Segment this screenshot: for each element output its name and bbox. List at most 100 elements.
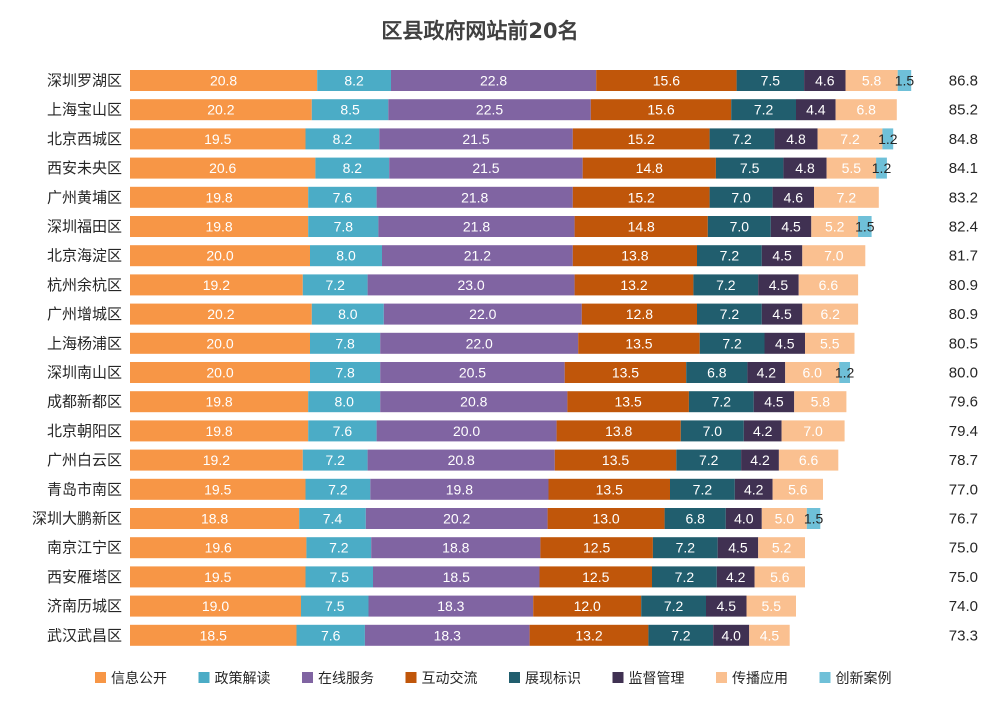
- bar-segment: [548, 478, 670, 500]
- bar-segment: [305, 128, 380, 150]
- bar-value-label: 7.2: [837, 189, 857, 205]
- bar-segment: [716, 566, 755, 588]
- bar-value-label: 13.8: [621, 248, 648, 264]
- bar-value-label: 7.2: [671, 627, 691, 643]
- bar-segment: [308, 186, 377, 208]
- bar-value-label: 13.2: [575, 627, 602, 643]
- bar-segment: [581, 303, 697, 325]
- bar-value-label: 4.2: [750, 452, 770, 468]
- bar-segment: [680, 420, 744, 442]
- bar-value-label: 7.2: [676, 540, 696, 556]
- bar-segment: [389, 157, 583, 179]
- bar-segment: [382, 245, 573, 267]
- bar-value-label: 7.2: [329, 540, 349, 556]
- bar-row: 青岛市南区 19.5 7.2 19.8 13.5 7.2 4.2 5.6 77.0: [47, 478, 978, 500]
- bar-segment: [845, 70, 898, 91]
- bar-value-label: 7.2: [722, 335, 742, 351]
- bar-value-label: 21.5: [472, 160, 499, 176]
- bar-segment: [306, 537, 372, 559]
- bar-segment: [758, 274, 799, 296]
- bar-value-label: 13.0: [592, 511, 619, 527]
- bar-value-label: 7.2: [754, 102, 774, 118]
- bar-segment: [315, 157, 390, 179]
- bar-segment: [806, 508, 821, 529]
- bar-value-label: 19.5: [204, 569, 231, 585]
- bars-group: 深圳罗湖区 20.8 8.2 22.8 15.6 7.5 4.6 5.8 1.5 86.8 上海宝山…: [32, 70, 978, 646]
- category-label: 广州增城区: [47, 305, 122, 323]
- bar-segment: [130, 420, 309, 442]
- total-label: 80.0: [949, 365, 978, 382]
- bar-value-label: 13.2: [620, 277, 647, 293]
- legend-label: 信息公开: [111, 670, 167, 687]
- bar-value-label: 20.0: [453, 423, 480, 439]
- bar-value-label: 13.5: [602, 452, 629, 468]
- bar-value-label: 1.5: [895, 73, 915, 89]
- bar-segment: [130, 537, 307, 559]
- legend-label: 传播应用: [732, 670, 788, 687]
- category-label: 上海杨浦区: [47, 334, 122, 352]
- bar-row: 南京江宁区 19.6 7.2 18.8 12.5 7.2 4.5 5.2 75.0: [47, 537, 978, 559]
- bar-segment: [365, 508, 548, 529]
- bar-value-label: 21.5: [462, 131, 489, 147]
- bar-value-label: 4.2: [757, 365, 777, 381]
- bar-value-label: 1.2: [872, 160, 892, 176]
- legend-swatch: [198, 672, 210, 683]
- bar-value-label: 7.0: [703, 423, 723, 439]
- bar-value-label: 4.5: [772, 248, 792, 264]
- bar-segment: [686, 362, 748, 383]
- bar-segment: [130, 216, 309, 237]
- bar-segment: [772, 478, 823, 500]
- bar-segment: [731, 99, 796, 121]
- legend-item: 展现标识: [509, 671, 581, 687]
- legend-item: 政策解读: [198, 670, 271, 687]
- bar-segment: [741, 449, 779, 471]
- bar-value-label: 4.5: [769, 277, 789, 293]
- bar-segment: [761, 245, 803, 267]
- bar-segment: [706, 595, 747, 617]
- legend-swatch: [819, 672, 831, 683]
- bar-segment: [388, 99, 591, 121]
- bar-value-label: 4.8: [795, 160, 815, 176]
- bar-segment: [697, 245, 762, 267]
- bar-value-label: 13.5: [612, 365, 639, 381]
- legend-swatch: [95, 672, 106, 683]
- total-label: 80.9: [949, 306, 978, 323]
- bar-value-label: 14.8: [628, 219, 655, 235]
- bar-segment: [796, 99, 836, 121]
- bar-value-label: 12.5: [582, 569, 609, 585]
- bar-row: 广州增城区 20.2 8.0 22.0 12.8 7.2 4.5 6.2 80.9: [47, 303, 978, 325]
- legend-item: 创新案例: [819, 670, 892, 687]
- bar-value-label: 7.6: [333, 423, 353, 439]
- bar-value-label: 4.2: [726, 569, 746, 585]
- legend-item: 传播应用: [716, 670, 788, 687]
- bar-value-label: 5.0: [775, 511, 795, 527]
- bar-value-label: 1.2: [835, 365, 855, 381]
- bar-segment: [725, 508, 762, 529]
- total-label: 86.8: [949, 73, 978, 90]
- bar-segment: [652, 537, 718, 559]
- bar-value-label: 23.0: [457, 277, 484, 293]
- total-label: 75.0: [949, 569, 978, 586]
- bar-segment: [572, 128, 710, 150]
- total-label: 83.2: [949, 189, 978, 206]
- bar-segment: [749, 624, 790, 646]
- bar-segment: [839, 362, 850, 383]
- bar-segment: [556, 420, 681, 442]
- category-label: 武汉武昌区: [47, 626, 122, 644]
- bar-value-label: 19.8: [446, 481, 473, 497]
- bar-segment: [379, 128, 573, 150]
- bar-value-label: 5.6: [770, 569, 790, 585]
- bar-segment: [709, 128, 775, 150]
- legend-label: 监督管理: [629, 671, 685, 687]
- category-label: 深圳大鹏新区: [32, 510, 122, 528]
- legend-item: 监督管理: [612, 671, 685, 687]
- bar-value-label: 15.2: [628, 189, 655, 205]
- bar-segment: [578, 332, 700, 354]
- bar-value-label: 20.8: [460, 394, 487, 410]
- bar-segment: [533, 595, 642, 617]
- bar-value-label: 5.5: [842, 160, 862, 176]
- bar-value-label: 20.2: [443, 511, 470, 527]
- bar-segment: [817, 128, 883, 150]
- bar-segment: [299, 508, 366, 529]
- bar-value-label: 4.6: [815, 73, 835, 89]
